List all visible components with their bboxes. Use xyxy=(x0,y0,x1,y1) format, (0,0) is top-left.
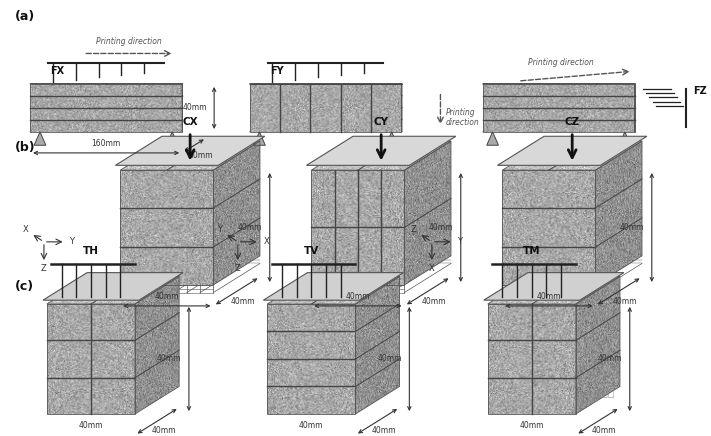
Text: (a): (a) xyxy=(14,10,35,23)
Polygon shape xyxy=(306,136,456,165)
Text: X: X xyxy=(23,225,29,235)
Text: Z: Z xyxy=(411,225,417,235)
Text: 40mm: 40mm xyxy=(429,223,454,232)
Text: Y: Y xyxy=(70,237,75,246)
Polygon shape xyxy=(254,132,265,145)
Text: 40mm: 40mm xyxy=(157,354,181,364)
Text: 40mm: 40mm xyxy=(182,103,207,112)
Text: Y: Y xyxy=(457,237,462,246)
Text: Printing direction: Printing direction xyxy=(528,58,594,67)
Polygon shape xyxy=(34,132,46,145)
Text: (b): (b) xyxy=(14,141,35,154)
Text: Printing direction: Printing direction xyxy=(96,37,162,46)
Text: 40mm: 40mm xyxy=(613,296,637,306)
Text: 40mm: 40mm xyxy=(238,223,262,232)
Polygon shape xyxy=(386,132,397,145)
Polygon shape xyxy=(166,132,178,145)
Polygon shape xyxy=(498,136,647,165)
Text: 40mm: 40mm xyxy=(154,292,179,301)
Text: FZ: FZ xyxy=(693,85,707,95)
Text: 40mm: 40mm xyxy=(537,292,561,301)
Text: 40mm: 40mm xyxy=(598,354,622,364)
Text: FY: FY xyxy=(270,67,284,76)
Text: Z: Z xyxy=(235,263,241,272)
Bar xyxy=(250,84,402,132)
Bar xyxy=(503,170,596,285)
Text: 40mm: 40mm xyxy=(520,421,544,430)
Text: 40mm: 40mm xyxy=(79,421,103,430)
Bar xyxy=(311,170,405,285)
Text: (c): (c) xyxy=(14,279,33,293)
Polygon shape xyxy=(43,272,183,300)
Text: Z: Z xyxy=(41,263,47,272)
Text: 40mm: 40mm xyxy=(346,292,370,301)
Text: 40mm: 40mm xyxy=(422,296,447,306)
Text: 40mm: 40mm xyxy=(372,426,396,436)
Text: FX: FX xyxy=(50,67,65,76)
Text: CY: CY xyxy=(374,117,389,127)
Text: 智慧土木: 智慧土木 xyxy=(589,388,615,398)
Text: 40mm: 40mm xyxy=(620,223,644,232)
Text: 40mm: 40mm xyxy=(592,426,616,436)
Polygon shape xyxy=(619,132,631,145)
Bar xyxy=(488,304,576,414)
Text: Y: Y xyxy=(218,225,223,235)
Text: 40mm: 40mm xyxy=(378,354,402,364)
Text: Printing
direction: Printing direction xyxy=(445,108,479,127)
Text: TV: TV xyxy=(304,246,319,256)
Text: X: X xyxy=(263,237,269,246)
Text: 40mm: 40mm xyxy=(231,296,255,306)
Polygon shape xyxy=(487,132,498,145)
Text: TH: TH xyxy=(83,246,99,256)
Bar xyxy=(47,304,135,414)
Polygon shape xyxy=(115,136,264,165)
Text: CX: CX xyxy=(182,117,198,127)
Text: 40mm: 40mm xyxy=(299,421,324,430)
Bar xyxy=(483,84,635,132)
Text: 40mm: 40mm xyxy=(151,426,176,436)
Text: TM: TM xyxy=(523,246,540,256)
Polygon shape xyxy=(483,272,624,300)
Bar xyxy=(30,84,182,132)
Bar xyxy=(267,304,356,414)
Polygon shape xyxy=(263,272,403,300)
Text: 160mm: 160mm xyxy=(92,139,121,148)
Text: CZ: CZ xyxy=(565,117,580,127)
Bar xyxy=(120,170,213,285)
Text: X: X xyxy=(429,263,434,272)
Text: 40mm: 40mm xyxy=(188,150,213,160)
